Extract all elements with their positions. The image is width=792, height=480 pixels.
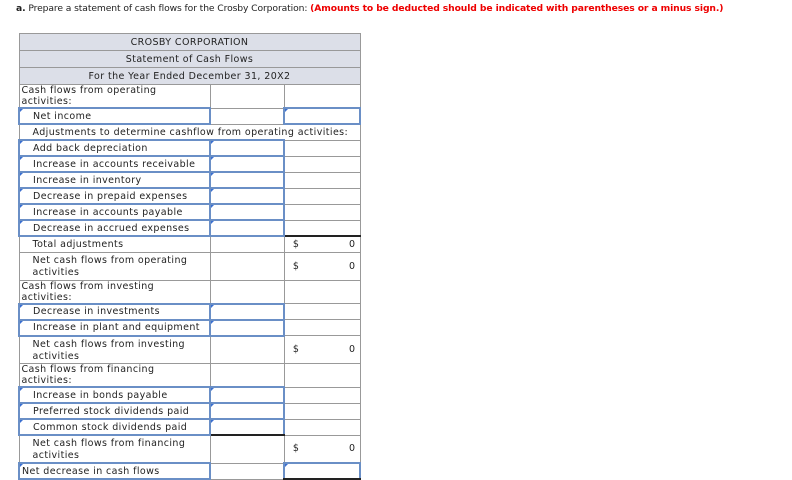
inv-header: Cash flows from investing activities: bbox=[18, 279, 211, 304]
dec-inv-label-input[interactable]: Decrease in investments bbox=[17, 302, 212, 321]
total-adjustments-label: Total adjustments bbox=[18, 235, 211, 253]
net-inv-label: Net cash flows from investing activities bbox=[18, 335, 211, 364]
bonds-amount-input[interactable] bbox=[209, 386, 286, 404]
net-income-amount-input[interactable] bbox=[283, 107, 361, 125]
instruction: a. Prepare a statement of cash flows for… bbox=[16, 3, 724, 14]
adjustments-header: Adjustments to determine cashflow from o… bbox=[18, 123, 361, 141]
net-income-label-input[interactable]: Net income bbox=[17, 107, 212, 125]
statement-title: Statement of Cash Flows bbox=[18, 50, 361, 68]
cash-flow-statement: CROSBY CORPORATION Statement of Cash Flo… bbox=[17, 33, 361, 480]
accrued-amount-input[interactable] bbox=[209, 219, 286, 237]
bonds-label-input[interactable]: Increase in bonds payable bbox=[17, 386, 212, 404]
net-decrease-amount-input[interactable] bbox=[283, 462, 361, 480]
company-name: CROSBY CORPORATION bbox=[18, 33, 361, 51]
prepaid-amount-input[interactable] bbox=[209, 187, 286, 205]
common-label-input[interactable]: Common stock dividends paid bbox=[17, 418, 212, 436]
plant-label-input[interactable]: Increase in plant and equipment bbox=[17, 318, 212, 337]
plant-amount-input[interactable] bbox=[209, 318, 286, 337]
pref-label-input[interactable]: Preferred stock dividends paid bbox=[17, 402, 212, 420]
inventory-amount-input[interactable] bbox=[209, 171, 286, 189]
fin-header: Cash flows from financing activities: bbox=[18, 363, 211, 388]
depreciation-label-input[interactable]: Add back depreciation bbox=[17, 139, 212, 157]
net-inv-value: $0 bbox=[283, 335, 361, 364]
net-op-label: Net cash flows from operating activities bbox=[18, 251, 211, 281]
common-amount-input[interactable] bbox=[209, 418, 286, 436]
depreciation-amount-input[interactable] bbox=[209, 139, 286, 157]
net-fin-label: Net cash flows from financing activities bbox=[18, 434, 211, 464]
net-op-value: $0 bbox=[283, 251, 361, 281]
ar-amount-input[interactable] bbox=[209, 155, 286, 173]
ap-label-input[interactable]: Increase in accounts payable bbox=[17, 203, 212, 221]
total-adjustments-value: $0 bbox=[283, 235, 361, 253]
net-fin-value: $0 bbox=[283, 434, 361, 464]
op-header: Cash flows from operating activities: bbox=[18, 84, 211, 109]
ar-label-input[interactable]: Increase in accounts receivable bbox=[17, 155, 212, 173]
net-decrease-label-input[interactable]: Net decrease in cash flows bbox=[17, 462, 212, 480]
inventory-label-input[interactable]: Increase in inventory bbox=[17, 171, 212, 189]
pref-amount-input[interactable] bbox=[209, 402, 286, 420]
statement-period: For the Year Ended December 31, 20X2 bbox=[18, 67, 361, 85]
ap-amount-input[interactable] bbox=[209, 203, 286, 221]
accrued-label-input[interactable]: Decrease in accrued expenses bbox=[17, 219, 212, 237]
dec-inv-amount-input[interactable] bbox=[209, 302, 286, 321]
prepaid-label-input[interactable]: Decrease in prepaid expenses bbox=[17, 187, 212, 205]
